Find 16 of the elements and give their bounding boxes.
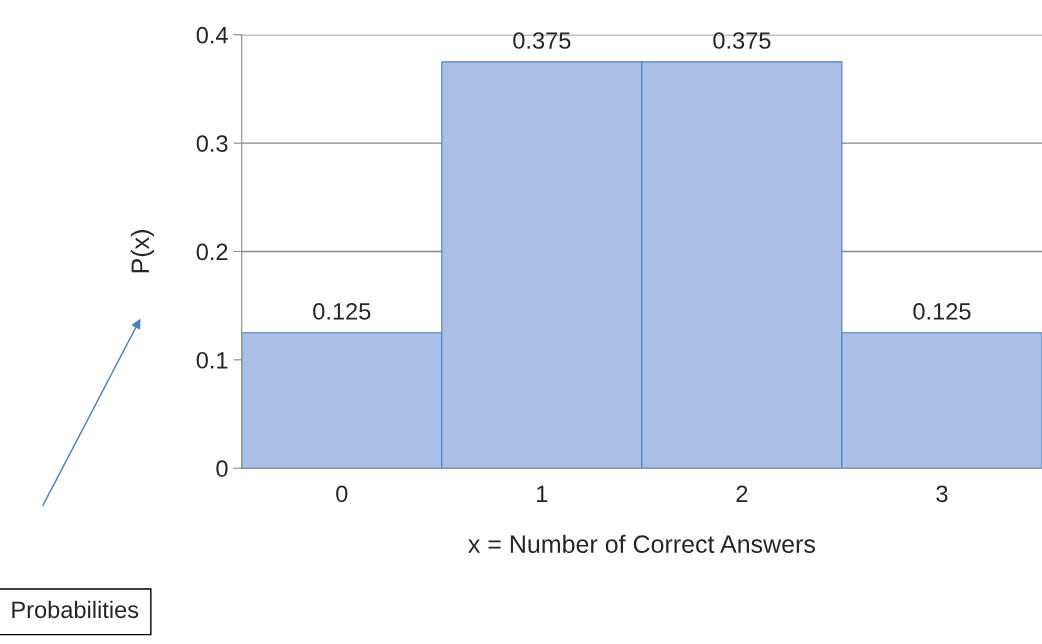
- data-label: 0.375: [513, 32, 571, 49]
- y-axis-title: P(x): [130, 230, 155, 273]
- data-label: 0.125: [913, 303, 971, 320]
- x-tick-label: 2: [736, 485, 748, 502]
- y-tick-label: 0.1: [196, 351, 228, 369]
- data-label: 0.375: [713, 32, 771, 49]
- text: Probabilities: [12, 600, 139, 619]
- x-axis-title: x = Number of Correct Answers: [468, 534, 815, 554]
- x-tick-label: 3: [936, 485, 948, 503]
- y-tick-label: 0.3: [196, 135, 228, 152]
- y-tick-label: 0: [216, 460, 228, 477]
- data-label: 0.125: [313, 303, 371, 320]
- x-tick-label: 1: [537, 485, 548, 502]
- y-tick-label: 0.2: [196, 243, 228, 261]
- x-tick-label: 0: [336, 485, 348, 503]
- y-tick-label: 0.4: [196, 26, 228, 44]
